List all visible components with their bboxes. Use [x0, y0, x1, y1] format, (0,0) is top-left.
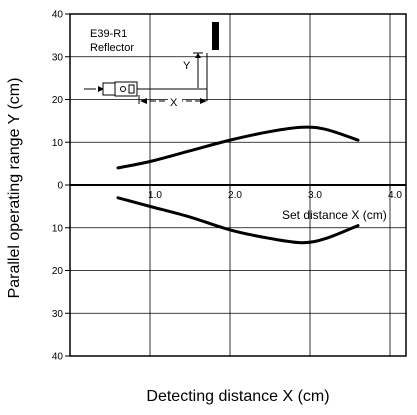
y-tick-label: 10 [52, 138, 64, 149]
series-line-upper [116, 125, 360, 170]
series [116, 125, 360, 245]
x-tick-label: 2.0 [228, 190, 242, 201]
y-tick-label: 40 [52, 10, 64, 21]
inset-reflector-label: Reflector [90, 42, 134, 54]
inset-y-arrow-head [195, 53, 201, 58]
x-axis-title: Detecting distance X (cm) [146, 388, 329, 405]
y-tick-label: 10 [52, 223, 64, 234]
series-line-lower [116, 196, 360, 245]
inset-x-label-bg [168, 92, 182, 108]
y-tick-label: 40 [52, 352, 64, 363]
y-tick-label: 30 [52, 309, 64, 320]
inset-x-arrow-left [140, 98, 147, 104]
sensor-icon [84, 81, 138, 97]
inset-x-label: X [170, 97, 178, 109]
inset-y-label: Y [183, 60, 191, 72]
y-tick-label: 20 [52, 266, 64, 277]
reflector-icon [212, 22, 219, 50]
y-axis-title: Parallel operating range Y (cm) [6, 78, 23, 299]
y-tick-label: 0 [57, 181, 63, 192]
y-tick-label: 30 [52, 52, 64, 63]
y-tick-label: 20 [52, 95, 64, 106]
x-tick-label: 1.0 [148, 190, 162, 201]
x-tick-label: 3.0 [308, 190, 322, 201]
grid [70, 14, 406, 356]
sensor-inset-diagram: E39-R1 Reflector Y X [84, 22, 219, 109]
inset-x-arrow-right [200, 98, 207, 104]
inset-model-label: E39-R1 [90, 28, 127, 40]
ticks: 40 30 20 10 0 10 20 30 40 1.0 2.0 3.0 4.0 [52, 10, 403, 363]
set-distance-annotation: Set distance X (cm) [282, 208, 387, 222]
x-tick-label: 4.0 [388, 190, 402, 201]
